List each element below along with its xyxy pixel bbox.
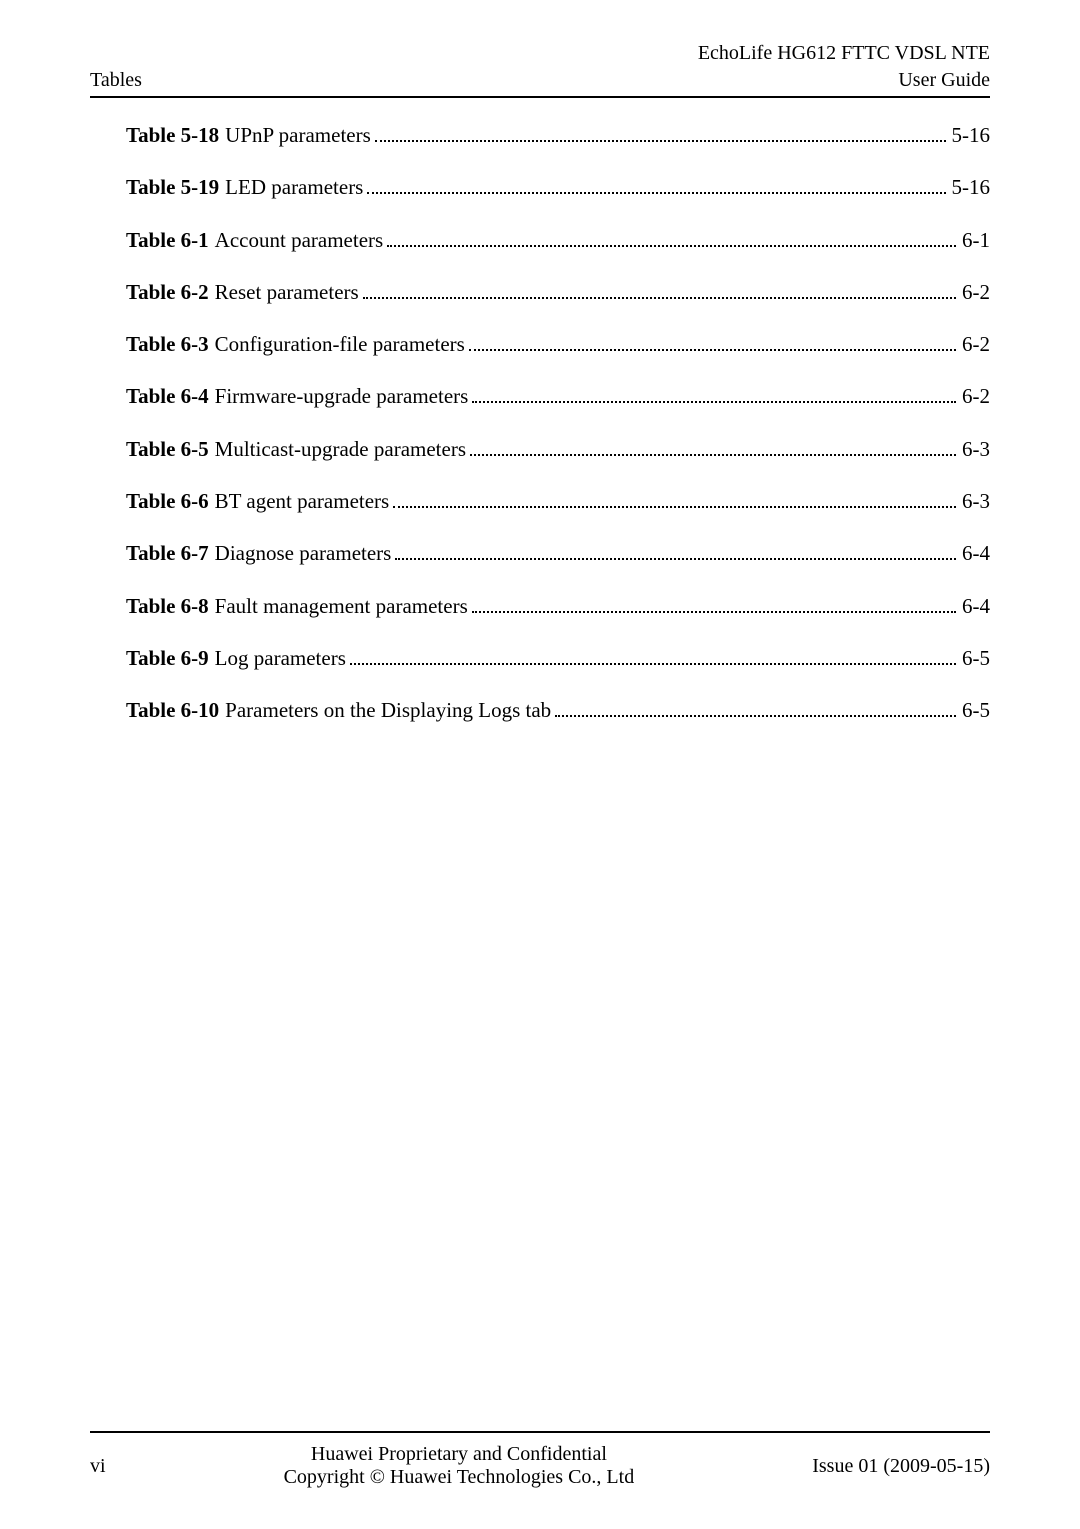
footer-page-number: vi [90,1455,106,1478]
toc-entry[interactable]: Table 6-6BT agent parameters 6-3 [126,488,990,515]
footer-proprietary: Huawei Proprietary and Confidential [311,1443,607,1465]
toc-leader-dots [555,715,956,717]
header-section: Tables [90,67,142,94]
toc-title: UPnP parameters [225,122,373,149]
toc-page: 6-3 [958,488,990,515]
footer-issue: Issue 01 (2009-05-15) [812,1455,990,1478]
toc-leader-dots [387,245,956,247]
toc-leader-dots [472,611,956,613]
toc-title: Multicast-upgrade parameters [215,436,468,463]
toc-title: Firmware-upgrade parameters [215,383,471,410]
toc-leader-dots [470,454,956,456]
toc-entry[interactable]: Table 6-4Firmware-upgrade parameters 6-2 [126,383,990,410]
page-header: EchoLife HG612 FTTC VDSL NTE Tables User… [90,40,990,98]
toc-page: 6-5 [958,645,990,672]
toc-leader-dots [375,140,946,142]
toc-entry[interactable]: Table 6-7Diagnose parameters 6-4 [126,540,990,567]
toc-entry[interactable]: Table 5-18UPnP parameters 5-16 [126,122,990,149]
footer-center: Huawei Proprietary and Confidential Copy… [284,1443,635,1489]
toc-label: Table 6-9 [126,645,215,672]
toc-title: BT agent parameters [215,488,392,515]
toc-leader-dots [469,349,956,351]
toc-title: Diagnose parameters [215,540,394,567]
toc-entry[interactable]: Table 6-1Account parameters 6-1 [126,227,990,254]
toc-entry[interactable]: Table 6-8Fault management parameters 6-4 [126,593,990,620]
toc-leader-dots [363,297,956,299]
toc-page: 5-16 [948,174,991,201]
toc-page: 6-3 [958,436,990,463]
header-product: EchoLife HG612 FTTC VDSL NTE [698,40,990,67]
toc-label: Table 6-2 [126,279,215,306]
toc-page: 6-2 [958,331,990,358]
toc-title: Account parameters [215,227,386,254]
toc-label: Table 5-19 [126,174,225,201]
toc-label: Table 6-3 [126,331,215,358]
toc-leader-dots [393,506,956,508]
tables-list: Table 5-18UPnP parameters5-16Table 5-19L… [90,122,990,725]
toc-leader-dots [350,663,956,665]
toc-page: 6-4 [958,593,990,620]
toc-entry[interactable]: Table 6-5Multicast-upgrade parameters 6-3 [126,436,990,463]
toc-title: Fault management parameters [215,593,470,620]
footer-copyright: Copyright © Huawei Technologies Co., Ltd [284,1466,635,1488]
toc-label: Table 6-1 [126,227,215,254]
toc-label: Table 6-4 [126,383,215,410]
toc-page: 6-1 [958,227,990,254]
toc-title: Parameters on the Displaying Logs tab [225,697,553,724]
toc-entry[interactable]: Table 6-10Parameters on the Displaying L… [126,697,990,724]
toc-page: 6-5 [958,697,990,724]
header-doc-type: User Guide [898,67,990,94]
toc-title: LED parameters [225,174,365,201]
toc-label: Table 6-5 [126,436,215,463]
toc-entry[interactable]: Table 6-2Reset parameters 6-2 [126,279,990,306]
toc-label: Table 6-8 [126,593,215,620]
toc-label: Table 6-6 [126,488,215,515]
toc-page: 5-16 [948,122,991,149]
toc-entry[interactable]: Table 6-9Log parameters 6-5 [126,645,990,672]
toc-leader-dots [367,192,945,194]
toc-label: Table 6-10 [126,697,225,724]
toc-entry[interactable]: Table 5-19LED parameters 5-16 [126,174,990,201]
toc-title: Log parameters [215,645,348,672]
page-footer: vi Huawei Proprietary and Confidential C… [90,1431,990,1489]
toc-label: Table 5-18 [126,122,225,149]
toc-page: 6-2 [958,383,990,410]
toc-page: 6-2 [958,279,990,306]
toc-page: 6-4 [958,540,990,567]
toc-entry[interactable]: Table 6-3Configuration-file parameters 6-… [126,331,990,358]
toc-title: Reset parameters [215,279,361,306]
toc-leader-dots [472,401,956,403]
toc-leader-dots [395,558,956,560]
toc-label: Table 6-7 [126,540,215,567]
toc-title: Configuration-file parameters [215,331,467,358]
